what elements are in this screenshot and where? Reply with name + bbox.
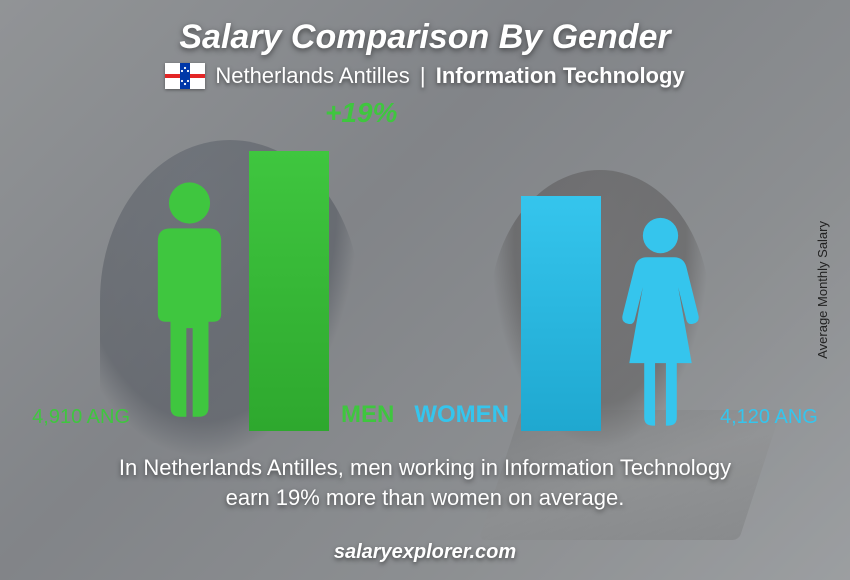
- female-figure-icon: [613, 171, 708, 431]
- men-group: 4,910 ANG MEN: [32, 151, 394, 431]
- percent-difference-label: +19%: [325, 97, 397, 129]
- subtitle-row: Netherlands Antilles | Information Techn…: [165, 63, 684, 89]
- caption-text: In Netherlands Antilles, men working in …: [119, 453, 731, 512]
- page-title: Salary Comparison By Gender: [179, 18, 670, 57]
- women-group: WOMEN 4,120 ANG: [414, 171, 818, 431]
- industry-label: Information Technology: [436, 63, 685, 88]
- brand-label: salaryexplorer.com: [334, 541, 516, 564]
- infographic-root: Salary Comparison By Gender Netherlands …: [0, 0, 850, 580]
- men-gender-label: MEN: [341, 401, 394, 429]
- women-bar: [521, 196, 601, 431]
- male-figure-icon: [142, 171, 237, 431]
- y-axis-label: Average Monthly Salary: [815, 221, 830, 359]
- chart-area: +19% 4,910 ANG MEN WOMEN: [75, 101, 775, 431]
- subtitle-text: Netherlands Antilles | Information Techn…: [215, 63, 684, 89]
- country-label: Netherlands Antilles: [215, 63, 409, 88]
- flag-icon: [165, 63, 205, 89]
- separator: |: [420, 63, 426, 88]
- women-gender-label: WOMEN: [414, 401, 509, 429]
- men-salary-label: 4,910 ANG: [32, 406, 130, 429]
- women-salary-label: 4,120 ANG: [720, 406, 818, 429]
- caption-line-1: In Netherlands Antilles, men working in …: [119, 455, 731, 480]
- men-bar: [249, 151, 329, 431]
- caption-line-2: earn 19% more than women on average.: [226, 485, 625, 510]
